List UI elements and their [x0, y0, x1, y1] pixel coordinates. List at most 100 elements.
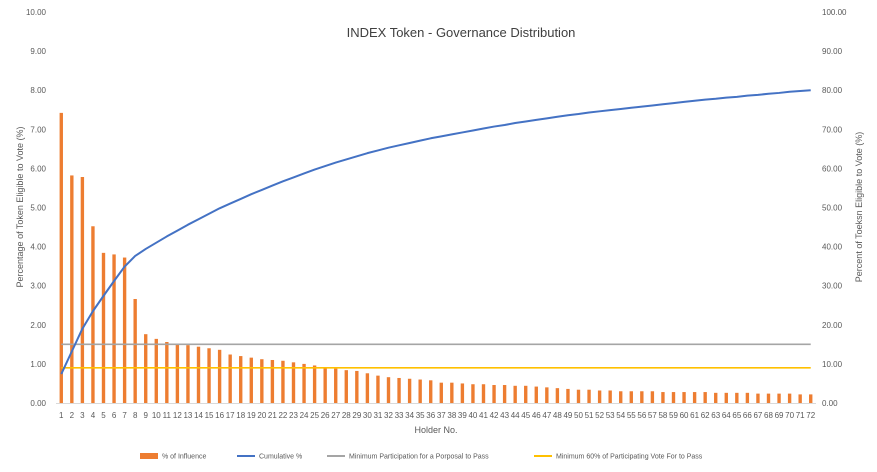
bar: [281, 360, 285, 403]
x-tick-label: 37: [437, 411, 446, 420]
x-tick-label: 9: [143, 411, 148, 420]
cumulative-line: [60, 89, 811, 375]
x-tick-label: 65: [732, 411, 741, 420]
legend-label: % of Influence: [162, 454, 206, 461]
bar: [787, 393, 792, 403]
x-tick-label: 21: [268, 411, 277, 420]
x-tick-label: 58: [658, 411, 667, 420]
chart-title: INDEX Token - Governance Distribution: [347, 25, 576, 40]
bar: [777, 393, 781, 403]
y-tick-label-right: 40.00: [822, 243, 843, 252]
x-tick-label: 67: [753, 411, 762, 420]
y-tick-label-left: 4.00: [30, 243, 46, 252]
bar: [534, 386, 538, 403]
x-tick-label: 22: [278, 411, 287, 420]
x-tick-label: 70: [785, 411, 794, 420]
bar: [502, 385, 507, 403]
bar: [249, 357, 253, 403]
x-tick-label: 48: [553, 411, 562, 420]
x-tick-label: 3: [80, 411, 85, 420]
legend-label: Minimum 60% of Participating Vote For to…: [556, 454, 703, 461]
x-tick-label: 55: [627, 411, 636, 420]
x-tick-label: 56: [637, 411, 646, 420]
x-tick-label: 45: [521, 411, 530, 420]
bar: [239, 356, 243, 403]
x-tick-label: 8: [133, 411, 138, 420]
x-axis-ticks: 1 2 3 4 5 6 7 8 9 10 11 12 13 14 15 16 17 18 19 20 21 22 23 24 2…: [59, 411, 816, 420]
y-tick-label-right: 10.00: [822, 360, 843, 369]
x-tick-label: 5: [101, 411, 106, 420]
x-tick-label: 31: [373, 411, 382, 420]
bar: [661, 392, 665, 403]
bar: [175, 343, 180, 403]
bar: [481, 384, 486, 403]
y-axis-right: 0.00 10.00 20.00 30.00 40.00 50.00 60.00 70.00 8…: [822, 8, 847, 408]
bar: [376, 375, 380, 403]
x-tick-label: 62: [701, 411, 710, 420]
bar: [196, 346, 201, 403]
y-tick-label-left: 5.00: [30, 204, 46, 213]
bar: [745, 392, 750, 403]
bar: [714, 392, 718, 403]
bar: [154, 338, 158, 403]
y-tick-label-left: 6.00: [30, 164, 46, 173]
x-tick-label: 14: [194, 411, 203, 420]
bar: [70, 175, 74, 403]
x-tick-label: 47: [542, 411, 551, 420]
bar: [228, 354, 232, 403]
x-tick-label: 71: [796, 411, 805, 420]
x-tick-label: 32: [384, 411, 393, 420]
x-tick-label: 42: [490, 411, 499, 420]
bar: [344, 370, 348, 403]
bar: [703, 392, 707, 403]
bar: [122, 257, 127, 403]
x-tick-label: 23: [289, 411, 298, 420]
bar: [640, 391, 644, 403]
y-tick-label-left: 9.00: [30, 47, 46, 56]
bar: [165, 342, 169, 403]
x-tick-label: 46: [532, 411, 541, 420]
x-tick-label: 25: [310, 411, 319, 420]
x-tick-label: 57: [648, 411, 657, 420]
y-tick-label-right: 70.00: [822, 125, 843, 134]
bar: [650, 391, 655, 403]
y-axis-left: 0.00 1.00 2.00 3.00 4.00 5.00 6.00 7.00 8.00 9.00…: [26, 8, 47, 408]
x-tick-label: 18: [236, 411, 245, 420]
bar: [798, 394, 802, 403]
bar: [576, 389, 581, 403]
bar: [682, 392, 686, 403]
bar: [101, 252, 106, 403]
legend: % of Influence Cumulative % Minimum Partic…: [140, 453, 703, 461]
x-tick-label: 72: [806, 411, 815, 420]
x-tick-label: 36: [426, 411, 435, 420]
x-tick-label: 11: [163, 411, 172, 420]
bar: [312, 365, 317, 403]
bar: [587, 389, 591, 403]
x-tick-label: 43: [500, 411, 509, 420]
x-tick-label: 12: [173, 411, 182, 420]
x-tick-label: 10: [152, 411, 161, 420]
x-tick-label: 59: [669, 411, 678, 420]
x-tick-label: 6: [112, 411, 117, 420]
y-tick-label-left: 10.00: [26, 8, 47, 17]
bar: [207, 348, 211, 403]
bar: [397, 377, 401, 403]
x-tick-label: 15: [205, 411, 214, 420]
bar: [545, 387, 549, 403]
x-axis-title: Holder No.: [414, 425, 457, 435]
bar: [513, 385, 517, 403]
bar: [735, 392, 739, 403]
x-tick-label: 68: [764, 411, 773, 420]
y-tick-label-right: 60.00: [822, 164, 843, 173]
bar: [386, 377, 391, 403]
bar: [270, 359, 275, 403]
y-tick-label-right: 90.00: [822, 47, 843, 56]
bar: [619, 391, 623, 403]
y-tick-label-left: 8.00: [30, 86, 46, 95]
x-tick-label: 50: [574, 411, 583, 420]
legend-label: Minimum Participation for a Porposal to …: [349, 454, 489, 461]
x-tick-label: 51: [585, 411, 594, 420]
x-tick-label: 40: [468, 411, 477, 420]
bar: [555, 388, 560, 403]
x-tick-label: 29: [352, 411, 361, 420]
